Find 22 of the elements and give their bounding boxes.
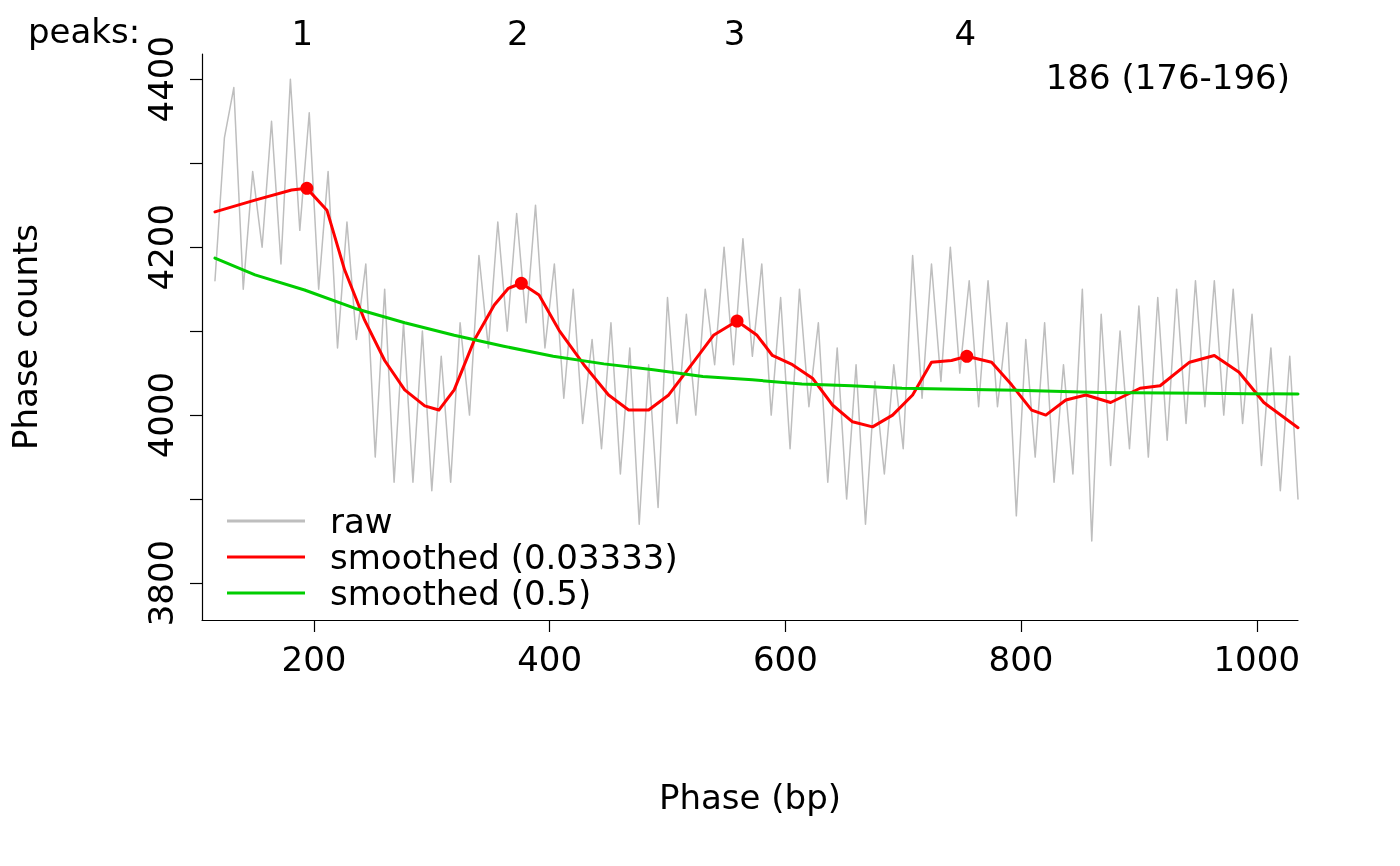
text: 4 xyxy=(954,13,977,53)
x-axis-title: Phase (bp) xyxy=(658,777,842,817)
text: 1 xyxy=(291,13,314,53)
y-tick-label: 4200 xyxy=(141,203,181,291)
text: 3 xyxy=(723,13,746,53)
x-tick-label: 200 xyxy=(281,639,347,679)
line-series xyxy=(213,256,1300,396)
y-axis-title: Phase counts xyxy=(5,224,45,450)
y-tick-label: 4400 xyxy=(141,35,181,123)
point xyxy=(514,276,528,290)
x-tick-label: 800 xyxy=(988,639,1054,679)
y-tick-label: 4000 xyxy=(141,371,181,459)
x-tick-label: 1000 xyxy=(1213,639,1301,679)
y-tick-label: 3800 xyxy=(141,539,181,627)
text: 2 xyxy=(507,13,529,53)
point xyxy=(730,314,744,328)
text: peaks: xyxy=(28,11,141,51)
annotation: 186 (176-196) xyxy=(1045,57,1290,97)
point xyxy=(300,181,314,195)
point xyxy=(960,349,974,363)
x-tick-label: 600 xyxy=(752,639,818,679)
x-tick-label: 400 xyxy=(517,639,583,679)
